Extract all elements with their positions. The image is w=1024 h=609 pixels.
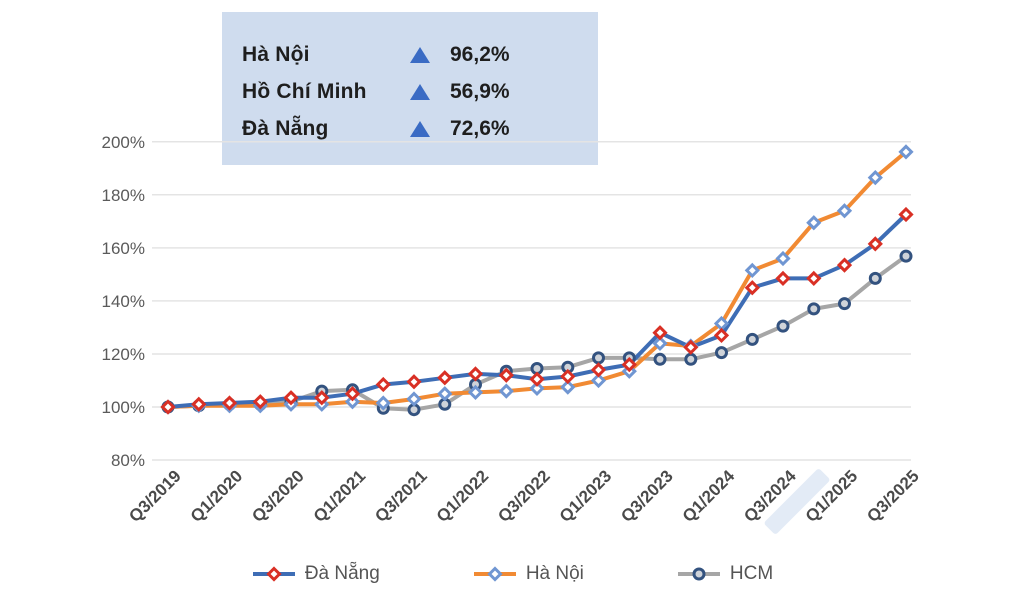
legend-item-hcm: HCM <box>676 563 773 585</box>
svg-text:100%: 100% <box>102 398 145 417</box>
legend-item-label: HCM <box>729 563 774 584</box>
svg-text:180%: 180% <box>102 186 145 205</box>
legend-marker-da-nang-icon <box>252 566 295 582</box>
svg-text:Q3/2023: Q3/2023 <box>617 466 677 526</box>
svg-text:Q1/2022: Q1/2022 <box>433 466 493 526</box>
svg-text:Q3/2021: Q3/2021 <box>371 466 431 526</box>
legend-item-da-nang: Đà Nẵng <box>251 563 380 585</box>
legend-item-label: Hà Nội <box>525 563 584 584</box>
city-label: Hồ Chí Minh <box>242 79 367 103</box>
svg-text:Q3/2024: Q3/2024 <box>740 466 800 526</box>
svg-text:Q3/2025: Q3/2025 <box>863 466 923 526</box>
city-label: Hà Nội <box>242 42 310 66</box>
svg-text:Q1/2021: Q1/2021 <box>310 466 370 526</box>
trend-up-icon <box>410 120 430 137</box>
svg-text:Q3/2020: Q3/2020 <box>248 466 308 526</box>
svg-text:140%: 140% <box>102 292 145 311</box>
city-label: Đà Nẵng <box>242 116 329 140</box>
legend-marker-ha-noi-icon <box>473 566 516 582</box>
change-value: 56,9% <box>450 79 510 103</box>
svg-text:80%: 80% <box>111 451 145 470</box>
summary-legend-box: Hà Nội 96,2% Hồ Chí Minh 56,9% Đà Nẵng 7… <box>222 12 598 165</box>
svg-text:200%: 200% <box>102 133 145 152</box>
legend-marker-hcm-icon <box>677 567 720 581</box>
change-value: 72,6% <box>450 116 510 140</box>
svg-text:Q3/2019: Q3/2019 <box>125 466 185 526</box>
change-value: 96,2% <box>450 42 510 66</box>
svg-text:Q1/2023: Q1/2023 <box>556 466 616 526</box>
svg-text:120%: 120% <box>102 345 145 364</box>
svg-text:Q1/2025: Q1/2025 <box>802 466 862 526</box>
legend-item-ha-noi: Hà Nội <box>472 563 584 585</box>
svg-text:Q1/2020: Q1/2020 <box>187 466 247 526</box>
trend-up-icon <box>410 46 430 63</box>
bottom-legend: Đà Nẵng Hà Nội HCM <box>0 563 1024 585</box>
svg-text:160%: 160% <box>102 239 145 258</box>
legend-item-label: Đà Nẵng <box>304 563 380 584</box>
svg-text:Q1/2024: Q1/2024 <box>679 466 739 526</box>
trend-up-icon <box>410 83 430 100</box>
svg-text:Q3/2022: Q3/2022 <box>494 466 554 526</box>
